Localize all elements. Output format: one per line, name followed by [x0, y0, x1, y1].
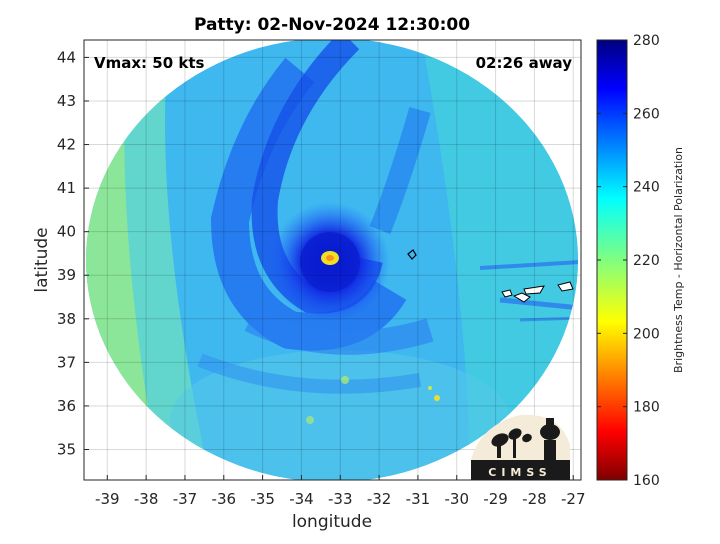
y-tick-label: 40 [57, 223, 76, 241]
colorbar-tick-label: 200 [633, 326, 660, 342]
x-tick-label: -36 [212, 490, 237, 508]
x-tick-label: -38 [134, 490, 159, 508]
grid [84, 40, 581, 480]
colorbar-tick-label: 160 [633, 473, 660, 489]
y-tick-label: 38 [57, 310, 76, 328]
chart-title: Patty: 02-Nov-2024 12:30:00 [194, 15, 470, 35]
vmax-annotation: Vmax: 50 kts [94, 54, 204, 72]
x-tick-label: -34 [289, 490, 314, 508]
y-axis-ticks: 35 36 37 38 39 40 41 42 43 44 [57, 48, 89, 459]
y-tick-label: 39 [57, 266, 76, 284]
brightness-temp-image [86, 40, 578, 480]
colorbar-ticks: 160 180 200 220 240 260 280 [597, 33, 660, 489]
colorbar-tick-label: 240 [633, 180, 660, 196]
colorbar: 160 180 200 220 240 260 280 Brightness Temp - … [596, 33, 685, 489]
y-tick-label: 36 [57, 397, 76, 415]
y-tick-label: 42 [57, 136, 76, 154]
colorbar-tick-label: 260 [633, 106, 660, 122]
axes-box [83, 39, 582, 481]
x-tick-label: -30 [445, 490, 470, 508]
x-tick-label: -27 [561, 490, 586, 508]
y-tick-label: 41 [57, 179, 76, 197]
colorbar-tick-label: 220 [633, 253, 660, 269]
colorbar-label: Brightness Temp - Horizontal Polarizatio… [672, 147, 685, 373]
x-tick-label: -32 [367, 490, 392, 508]
x-tick-label: -28 [522, 490, 547, 508]
time-offset-annotation: 02:26 away [476, 54, 573, 72]
cimss-logo: CIMSS [471, 414, 570, 480]
x-tick-label: -31 [406, 490, 431, 508]
colorbar-tick-label: 280 [633, 33, 660, 49]
x-tick-label: -37 [173, 490, 198, 508]
x-axis-label: longitude [292, 512, 372, 532]
colorbar-tick-label: 180 [633, 400, 660, 416]
x-tick-label: -39 [95, 490, 120, 508]
logo-text: CIMSS [488, 466, 551, 479]
x-tick-label: -33 [328, 490, 353, 508]
x-tick-label: -29 [483, 490, 508, 508]
y-tick-label: 44 [57, 48, 76, 66]
x-axis-ticks: -39 -38 -37 -36 -35 -34 -33 -32 -31 -30 -29 -28 -27 [95, 475, 585, 508]
x-tick-label: -35 [250, 490, 275, 508]
y-axis-label: latitude [32, 227, 52, 292]
y-tick-label: 37 [57, 353, 76, 371]
colorbar-gradient [596, 39, 628, 481]
y-tick-label: 35 [57, 441, 76, 459]
y-tick-label: 43 [57, 92, 76, 110]
